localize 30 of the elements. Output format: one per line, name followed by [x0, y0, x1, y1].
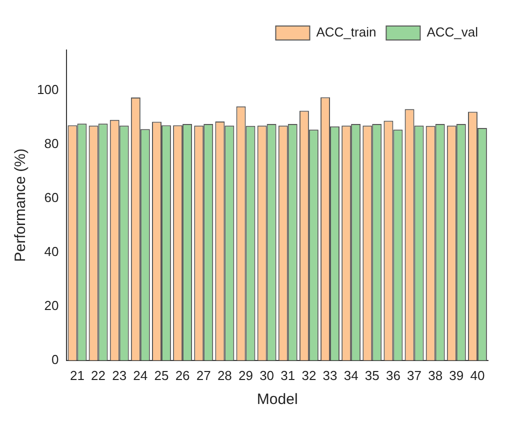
x-tick-label: 21	[70, 368, 84, 383]
x-tick-label: 22	[91, 368, 106, 383]
x-tick-label: 38	[428, 368, 443, 383]
y-tick-label: 100	[36, 82, 59, 98]
x-tick-label: 25	[154, 368, 169, 383]
x-axis-title: Model	[256, 391, 298, 408]
legend-label: ACC_train	[316, 24, 376, 40]
x-tick-label: 40	[470, 368, 485, 383]
y-tick-label: 80	[44, 136, 59, 152]
x-tick-label: 39	[449, 368, 464, 383]
legend-label: ACC_val	[426, 24, 478, 40]
x-tick-label: 23	[112, 368, 127, 383]
y-tick-label: 40	[44, 244, 59, 260]
y-tick-label: 0	[51, 352, 59, 367]
x-tick-label: 31	[280, 368, 296, 383]
x-tick-label: 26	[175, 368, 190, 383]
x-tick-label: 35	[364, 368, 380, 383]
x-tick-label: 27	[196, 368, 211, 383]
x-tick-label: 29	[238, 368, 253, 383]
x-tick-label: 28	[217, 368, 232, 383]
y-tick-label: 20	[44, 298, 59, 313]
y-axis-title: Performance (%)	[12, 148, 30, 262]
x-tick-label: 36	[386, 368, 400, 383]
x-tick-label: 32	[302, 368, 316, 383]
y-tick-label: 60	[44, 190, 59, 206]
x-tick-label: 24	[133, 368, 148, 383]
x-tick-label: 30	[260, 368, 274, 383]
x-tick-label: 34	[344, 368, 358, 383]
x-tick-label: 37	[407, 368, 422, 383]
x-tick-label: 33	[322, 368, 338, 383]
